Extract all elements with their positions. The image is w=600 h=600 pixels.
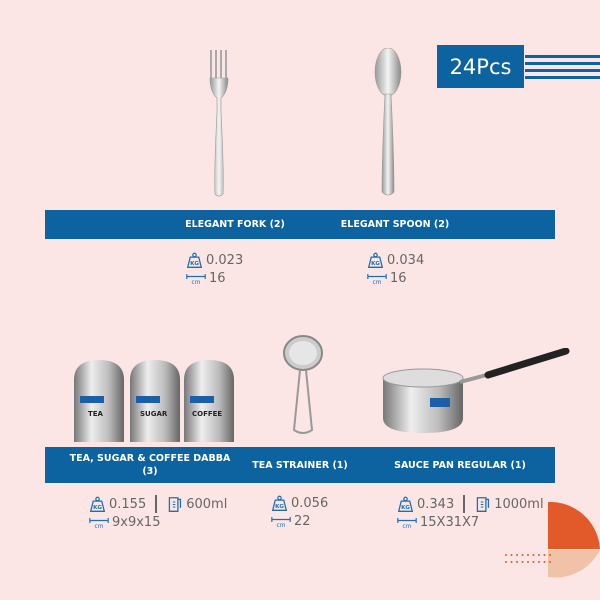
product-name: TEA, SUGAR & COFFEE DABBA (3): [69, 453, 231, 477]
measuring-jug-icon: [474, 496, 491, 513]
decor-dot: [532, 561, 535, 563]
decor-dot: [505, 554, 507, 556]
spoon-image: [374, 48, 402, 196]
decor-dot: [527, 561, 529, 563]
weight-value: 0.023: [206, 253, 244, 268]
weight-spec: 0.343 1000ml: [397, 495, 544, 513]
size-value: 15X31X7: [420, 515, 480, 530]
decor-dot: [538, 554, 540, 556]
capacity-value: 600ml: [186, 496, 228, 512]
kg-weight-icon: [271, 495, 288, 512]
measuring-jug-icon: [166, 496, 183, 513]
weight-spec: 0.056: [271, 495, 328, 512]
canister-label: COFFEE: [192, 410, 223, 418]
decor-dot: [510, 561, 513, 563]
canister-label: SUGAR: [140, 410, 168, 418]
weight-value: 0.034: [387, 253, 425, 268]
decor-dot: [510, 554, 513, 556]
size-value: 9x9x15: [112, 515, 161, 530]
weight-value: 0.056: [291, 496, 329, 511]
decor-dot: [527, 554, 529, 556]
size-value: 22: [294, 514, 311, 529]
size-value: 16: [209, 271, 226, 286]
decor-line: [525, 55, 600, 58]
ruler-cm-icon: [186, 273, 206, 285]
ruler-cm-icon: [271, 516, 291, 528]
decor-dot: [521, 561, 524, 563]
product-name: SAUCE PAN REGULAR (1): [394, 459, 526, 471]
size-spec: 22: [271, 514, 328, 529]
tea-strainer-image: [283, 335, 323, 434]
product-bar-bottom: TEA, SUGAR & COFFEE DABBA (3) TEA STRAIN…: [45, 447, 555, 483]
decor-dot: [505, 561, 507, 563]
fork-image: [209, 50, 229, 197]
decor-line: [525, 76, 600, 79]
weight-spec: 0.155 600ml: [89, 495, 227, 513]
weight-spec: 0.034: [367, 252, 424, 269]
size-value: 16: [390, 271, 407, 286]
sauce-pan-image: [382, 348, 570, 433]
size-spec: 16: [186, 271, 243, 286]
kg-weight-icon: [89, 496, 106, 513]
canister-set-image: [74, 360, 234, 442]
kg-weight-icon: [186, 252, 203, 269]
size-spec: 16: [367, 271, 424, 286]
divider: [155, 495, 158, 513]
decor-dot: [516, 561, 518, 563]
product-name: ELEGANT FORK (2): [185, 219, 285, 230]
divider: [463, 495, 466, 513]
canister-label: TEA: [88, 410, 103, 418]
decor-dot: [538, 561, 540, 563]
decor-line: [525, 62, 600, 65]
decor-dot: [543, 554, 546, 556]
product-name: ELEGANT SPOON (2): [340, 219, 450, 230]
decor-dot: [543, 561, 546, 563]
capacity-value: 1000ml: [494, 496, 544, 512]
decor-dot: [549, 554, 551, 556]
decor-line: [525, 69, 600, 72]
weight-value: 0.155: [109, 496, 147, 512]
decor-dot: [532, 554, 535, 556]
kg-weight-icon: [367, 252, 384, 269]
corner-decoration: [505, 501, 600, 578]
decor-dot: [516, 554, 518, 556]
ruler-cm-icon: [367, 273, 387, 285]
ruler-cm-icon: [397, 517, 417, 529]
ruler-cm-icon: [89, 517, 109, 529]
piece-count-badge: 24Pcs: [437, 45, 524, 88]
size-spec: 9x9x15: [89, 515, 227, 530]
product-name: TEA STRAINER (1): [252, 459, 348, 471]
decor-dot: [549, 561, 551, 563]
weight-spec: 0.023: [186, 252, 243, 269]
size-spec: 15X31X7: [397, 515, 544, 530]
product-bar-top: ELEGANT FORK (2) ELEGANT SPOON (2): [45, 210, 555, 239]
weight-value: 0.343: [417, 496, 455, 512]
kg-weight-icon: [397, 496, 414, 513]
decor-dot: [521, 554, 524, 556]
